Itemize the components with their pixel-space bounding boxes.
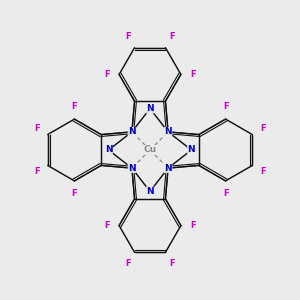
Text: N: N <box>188 146 195 154</box>
Text: F: F <box>223 102 228 111</box>
Text: F: F <box>169 32 175 41</box>
Text: N: N <box>128 128 136 136</box>
Text: F: F <box>190 70 196 79</box>
Text: F: F <box>125 32 131 41</box>
Text: N: N <box>146 104 154 113</box>
Text: F: F <box>34 167 40 176</box>
Text: F: F <box>223 189 228 198</box>
Text: F: F <box>104 221 110 230</box>
Text: N: N <box>128 164 136 172</box>
Text: Cu: Cu <box>143 146 157 154</box>
Text: F: F <box>260 124 266 133</box>
Text: F: F <box>125 259 131 268</box>
Text: F: F <box>72 189 77 198</box>
Text: F: F <box>190 221 196 230</box>
Text: N: N <box>164 128 172 136</box>
Text: F: F <box>169 259 175 268</box>
Text: N: N <box>146 187 154 196</box>
Text: F: F <box>104 70 110 79</box>
Text: F: F <box>260 167 266 176</box>
Text: F: F <box>34 124 40 133</box>
Text: N: N <box>164 164 172 172</box>
Text: N: N <box>105 146 112 154</box>
Text: F: F <box>72 102 77 111</box>
